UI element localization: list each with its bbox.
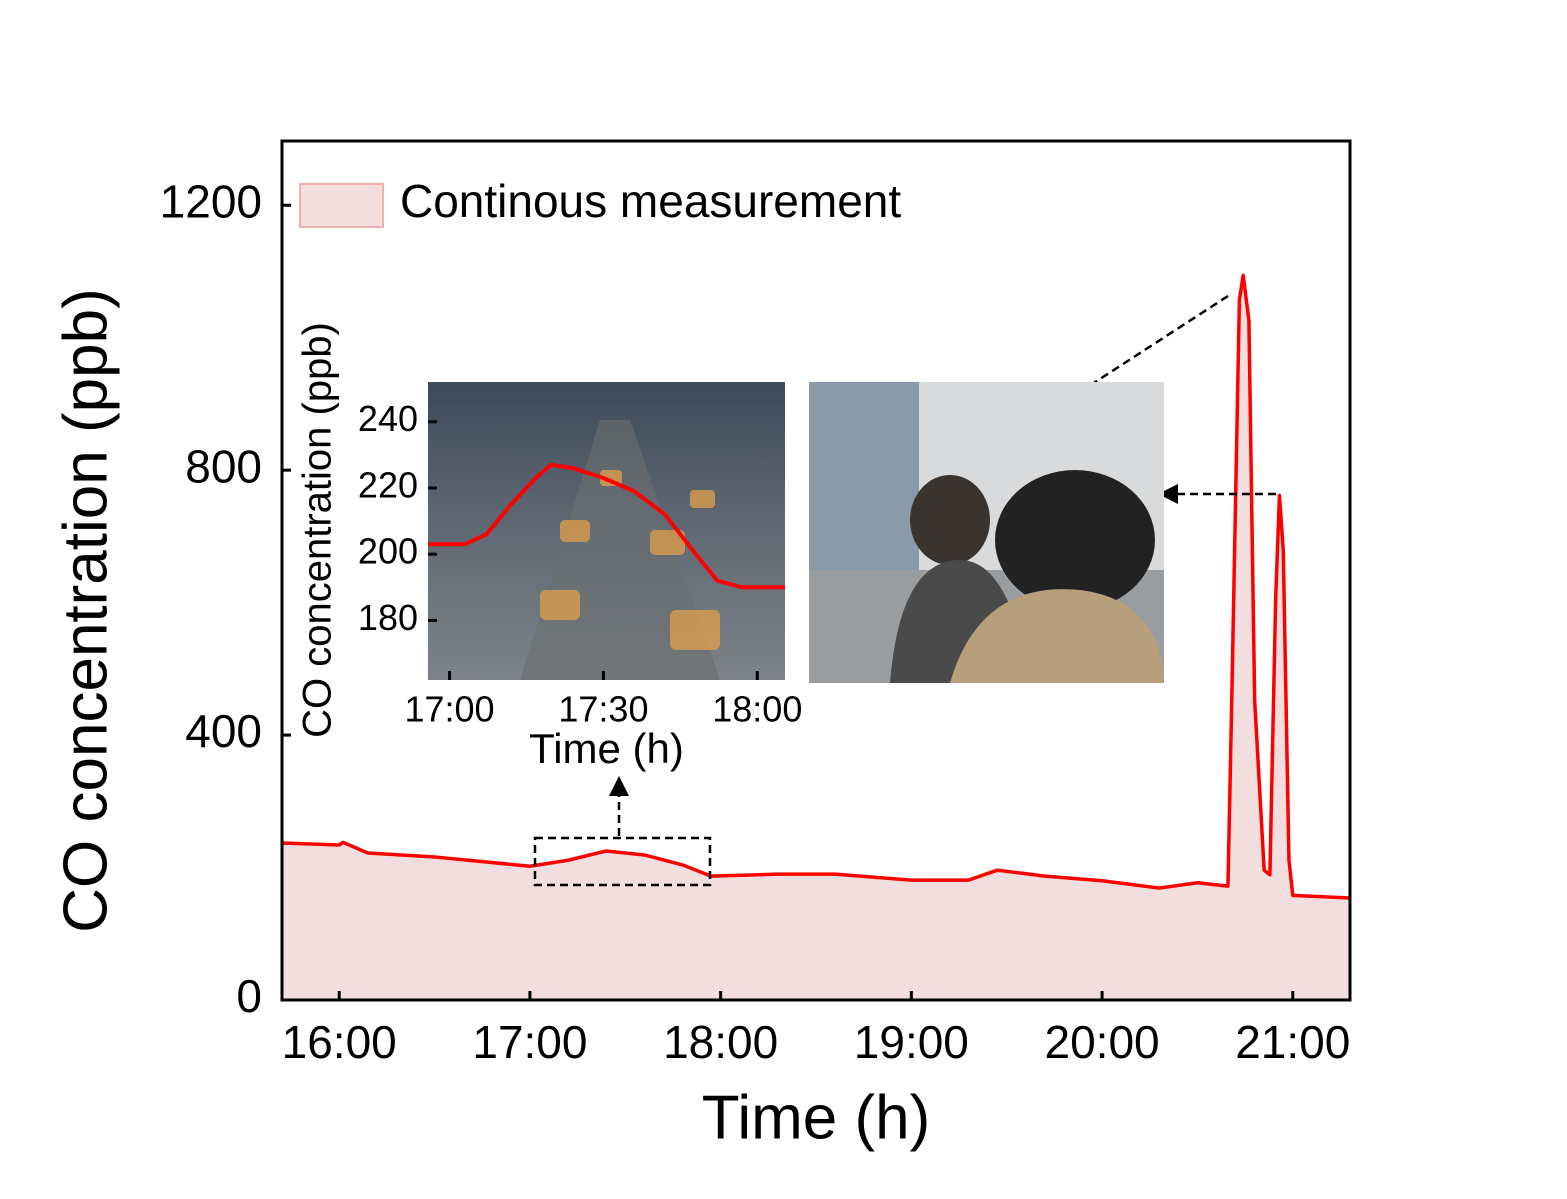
y-tick-label: 180 [358,597,418,638]
photo-person [950,589,1164,683]
plot-frame [280,139,1352,1002]
x-tick-label: 16:00 [282,1016,397,1068]
y-tick-label: 1200 [160,175,262,227]
y-axis-label: CO concentration (ppb) [51,288,120,932]
y-tick-label: 800 [185,440,262,492]
main-chart: 0 400 800 1200 16:00 17:00 18:00 19:00 20:00 21:0… [51,139,1352,1152]
x-tick-label: 17:30 [558,689,648,730]
zoom-box [533,836,712,887]
x-axis-label: Time (h) [702,1083,930,1152]
y-tick-label: 200 [358,531,418,572]
photo-wall [809,382,919,582]
data-line [428,462,785,590]
x-tick-label: 19:00 [854,1016,969,1068]
y-axis-label: CO concentration (ppb) [296,322,340,738]
data-line [281,273,1351,900]
x-axis-label: Time (h) [529,725,684,772]
y-tick-label: 400 [185,705,262,757]
x-tick-label: 21:00 [1235,1016,1350,1068]
y-tick-label: 0 [236,970,262,1022]
legend-swatch [299,183,384,228]
legend-label: Continous measurement [400,175,901,227]
photo-person [995,470,1155,610]
photo [809,382,1164,683]
inset-photo-cars [540,470,720,650]
y-tick-label: 240 [358,398,418,439]
x-tick-label: 17:00 [404,689,494,730]
inset-chart: 180 200 220 240 17:00 17:30 18:00 Time (h) CO co… [296,322,803,772]
y-tick-label: 220 [358,464,418,505]
photo-person [910,475,990,565]
x-tick-label: 18:00 [712,689,802,730]
x-tick-label: 20:00 [1045,1016,1160,1068]
x-tick-label: 18:00 [663,1016,778,1068]
area-fill [282,275,1350,1000]
x-tick-label: 17:00 [472,1016,587,1068]
